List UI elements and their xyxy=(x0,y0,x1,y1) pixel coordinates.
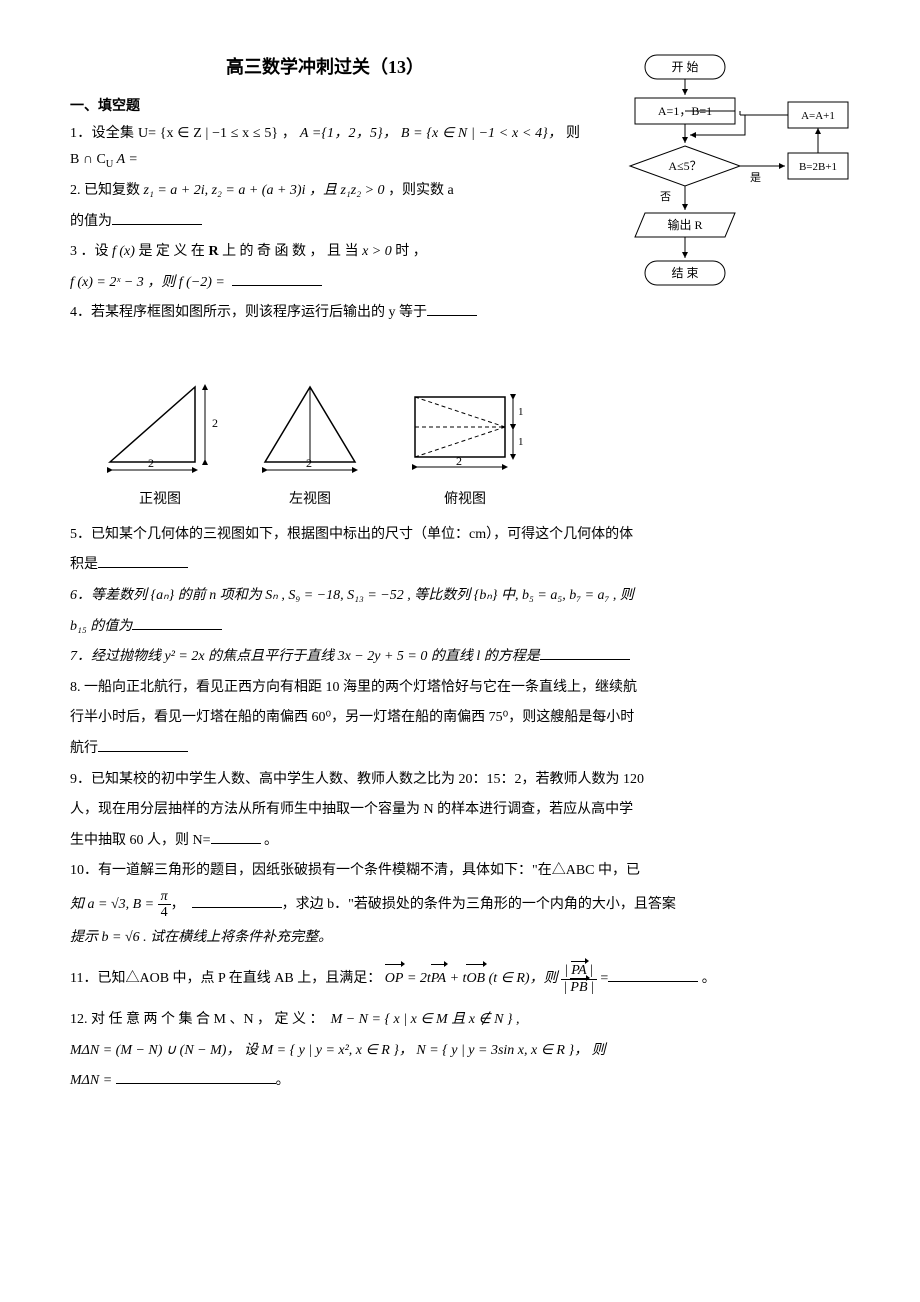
question-6b: b₁₅ 的值为 xyxy=(70,614,850,641)
q11-plus: + t xyxy=(446,971,466,986)
q1-tail2: A = xyxy=(113,152,138,167)
tv-h1: 1 xyxy=(518,406,524,418)
q4-text: 4．若某程序框图如图所示，则该程序运行后输出的 y 等于 xyxy=(70,305,427,320)
q12a: 12. 对 任 意 两 个 集 合 M 、N ， 定 义 ： xyxy=(70,1012,324,1027)
q2-eq: z₁ = a + 2i, z₂ = a + (a + 3)i ，且 z₁z₂ >… xyxy=(144,183,385,198)
q7-blank xyxy=(540,646,630,660)
q2-mid: ，则实数 a xyxy=(388,183,454,198)
flow-yes: 是 xyxy=(750,171,761,184)
q3-cond: x > 0 xyxy=(362,244,392,259)
q3-blank xyxy=(232,272,322,286)
question-11: 11．已知△AOB 中，点 P 在直线 AB 上，且满足： OP = 2tPA … xyxy=(70,963,850,995)
question-12a: 12. 对 任 意 两 个 集 合 M 、N ， 定 义 ： M − N = {… xyxy=(70,1007,850,1034)
q12b: MΔN = (M − N) ∪ (N − M)， 设 M = { y | y =… xyxy=(70,1043,606,1058)
fv-h: 2 xyxy=(212,416,218,430)
q3-mid1: 是 定 义 在 xyxy=(138,244,208,259)
q10-bmid: ， xyxy=(171,897,185,912)
q5b: 积是 xyxy=(70,557,98,572)
question-9b: 人，现在用分层抽样的方法从所有师生中抽取一个容量为 N 的样本进行调查，若应从高… xyxy=(70,797,850,824)
question-7: 7．经过抛物线 y² = 2x 的焦点且平行于直线 3x − 2y + 5 = … xyxy=(70,644,850,671)
fv-w: 2 xyxy=(148,456,154,470)
q8-blank xyxy=(98,738,188,752)
q7-text: 7．经过抛物线 y² = 2x 的焦点且平行于直线 3x − 2y + 5 = … xyxy=(70,649,540,664)
q11-eq: = 2t xyxy=(403,971,430,986)
q1-a: A ={1，2，5}， xyxy=(300,126,397,141)
q10-num: π xyxy=(158,889,171,905)
q3-fx: f (x) xyxy=(112,244,135,259)
q10c: 提示 b = √6 . 试在横线上将条件补充完整。 xyxy=(70,930,332,945)
question-12b: MΔN = (M − N) ∪ (N − M)， 设 M = { y | y =… xyxy=(70,1038,850,1065)
question-8a: 8. 一船向正北航行，看见正西方向有相距 10 海里的两个灯塔恰好与它在一条直线… xyxy=(70,675,850,702)
tv-w: 2 xyxy=(456,454,462,468)
question-5b: 积是 xyxy=(70,552,850,579)
q10-den: 4 xyxy=(158,905,171,920)
q3-pre: 3 ．设 xyxy=(70,244,112,259)
question-6: 6．等差数列 {aₙ} 的前 n 项和为 Sₙ , S₉ = −18, S₁₃ … xyxy=(70,583,850,610)
vec-op: OP xyxy=(385,966,404,993)
q6-blank xyxy=(132,616,222,630)
q8c: 航行 xyxy=(70,741,98,756)
q12c-pre: MΔN = xyxy=(70,1073,112,1088)
question-10a: 10．有一道解三角形的题目，因纸张破损有一个条件模糊不清，具体如下："在△ABC… xyxy=(70,858,850,885)
q12c-end: 。 xyxy=(276,1073,290,1088)
q9-blank xyxy=(211,830,261,844)
top-view-label: 俯视图 xyxy=(400,487,530,514)
q11-tail: (t ∈ R)，则 xyxy=(485,971,561,986)
q9d: 。 xyxy=(261,833,279,848)
q11-pre: 11．已知△AOB 中，点 P 在直线 AB 上，且满足： xyxy=(70,971,381,986)
question-9c: 生中抽取 60 人，则 N= 。 xyxy=(70,828,850,855)
q3-mid3: 时 ， xyxy=(395,244,427,259)
q5a: 5．已知某个几何体的三视图如下，根据图中标出的尺寸（单位：cm），可得这个几何体… xyxy=(70,527,633,542)
lv-w: 2 xyxy=(306,456,312,470)
question-5: 5．已知某个几何体的三视图如下，根据图中标出的尺寸（单位：cm），可得这个几何体… xyxy=(70,522,850,549)
question-10c: 提示 b = √6 . 试在横线上将条件补充完整。 xyxy=(70,925,850,952)
question-12c: MΔN = 。 xyxy=(70,1068,850,1095)
left-view-label: 左视图 xyxy=(250,487,370,514)
q6a: 6．等差数列 {aₙ} 的前 n 项和为 Sₙ , S₉ = −18, S₁₃ … xyxy=(70,588,634,603)
q10-bpre: 知 a = √3, B = xyxy=(70,897,158,912)
q3-r: R xyxy=(208,244,218,259)
q11-end: 。 xyxy=(698,971,716,986)
q2-blank xyxy=(112,211,202,225)
q12-blank xyxy=(116,1070,276,1084)
question-9a: 9．已知某校的初中学生人数、高中学生人数、教师人数之比为 20：15：2，若教师… xyxy=(70,767,850,794)
flowchart-container: 开 始 A=1，B=1 A≤5？ 是 B=2B+1 A=A+1 否 输出 R xyxy=(590,50,850,361)
q1-b: B = {x ∈ N | −1 < x < 4}， xyxy=(401,126,562,141)
q5-blank xyxy=(98,554,188,568)
flow-b: B=2B+1 xyxy=(799,161,837,173)
q11-den: | PB | xyxy=(561,980,597,995)
flow-inc: A=A+1 xyxy=(801,110,835,122)
vec-ob: OB xyxy=(466,966,485,993)
question-8c: 航行 xyxy=(70,736,850,763)
q6b: b₁₅ 的值为 xyxy=(70,619,132,634)
flow-start: 开 始 xyxy=(671,60,698,74)
vec-pa: PA xyxy=(431,966,446,993)
flow-out: 输出 R xyxy=(667,217,702,232)
q10-blank xyxy=(192,894,282,908)
q10-btail: ，求边 b．"若破损处的条件为三角形的一个内角的大小，且答案 xyxy=(282,897,676,912)
top-view: 1 1 2 俯视图 xyxy=(400,377,530,514)
q12a2: M − N = { x | x ∈ M 且 x ∉ N } , xyxy=(331,1012,520,1027)
flow-no: 否 xyxy=(660,191,671,203)
front-view: 2 2 正视图 xyxy=(100,377,220,514)
front-view-label: 正视图 xyxy=(100,487,220,514)
question-10b: 知 a = √3, B = π4， ，求边 b．"若破损处的条件为三角形的一个内… xyxy=(70,889,850,921)
flow-end: 结 束 xyxy=(671,266,698,280)
q9c: 生中抽取 60 人，则 N= xyxy=(70,833,211,848)
q1-pre: 1．设全集 xyxy=(70,126,134,141)
question-8b: 行半小时后，看见一灯塔在船的南偏西 60⁰，另一灯塔在船的南偏西 75⁰，则这艘… xyxy=(70,705,850,732)
flowchart-svg: 开 始 A=1，B=1 A≤5？ 是 B=2B+1 A=A+1 否 输出 R xyxy=(590,50,850,350)
q4-blank xyxy=(427,302,477,316)
three-views-row: 2 2 正视图 2 左视图 1 1 2 俯视图 xyxy=(100,377,850,514)
flow-cond: A≤5？ xyxy=(668,159,701,173)
q11-eq2: = xyxy=(600,971,608,986)
q11-blank xyxy=(608,968,698,982)
tv-h2: 1 xyxy=(518,436,524,448)
q2-pre: 2. 已知复数 xyxy=(70,183,144,198)
left-view: 2 左视图 xyxy=(250,377,370,514)
q2-line2: 的值为 xyxy=(70,214,112,229)
q3-line2: f (x) = 2ˣ − 3 ，则 f (−2) = xyxy=(70,275,225,290)
q1-set: U= {x ∈ Z | −1 ≤ x ≤ 5} ， xyxy=(138,126,296,141)
q3-mid2: 上 的 奇 函 数 ， 且 当 xyxy=(222,244,362,259)
